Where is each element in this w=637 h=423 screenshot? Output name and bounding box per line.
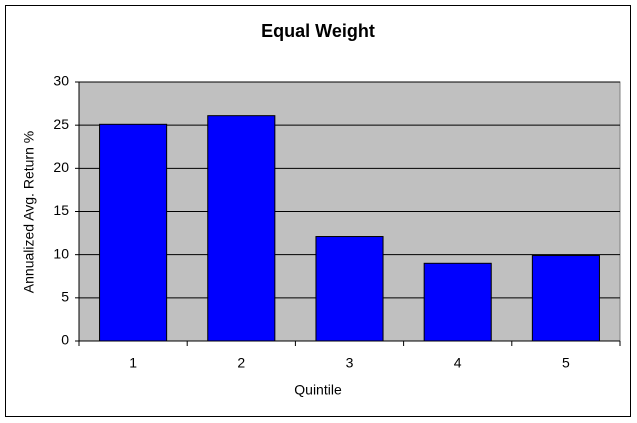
x-tick-label: 1: [129, 355, 137, 371]
x-tick-label: 2: [237, 355, 245, 371]
x-tick-label: 3: [346, 355, 354, 371]
bar: [99, 123, 168, 342]
y-axis-title: Annualized Avg. Return %: [21, 131, 37, 293]
bar: [531, 255, 600, 342]
y-tick-label: 5: [61, 289, 69, 305]
x-axis-title: Quintile: [294, 382, 342, 398]
bar: [423, 262, 492, 342]
x-tick-label: 4: [454, 355, 462, 371]
y-tick-label: 25: [53, 116, 69, 132]
y-tick-label: 0: [61, 332, 69, 348]
y-tick-label: 20: [53, 159, 69, 175]
bar: [207, 115, 276, 342]
y-tick-label: 15: [53, 202, 69, 218]
y-tick-label: 10: [53, 245, 69, 261]
chart-title: Equal Weight: [261, 21, 375, 41]
bar: [315, 236, 384, 342]
x-tick-label: 5: [562, 355, 570, 371]
y-tick-label: 30: [53, 73, 69, 89]
